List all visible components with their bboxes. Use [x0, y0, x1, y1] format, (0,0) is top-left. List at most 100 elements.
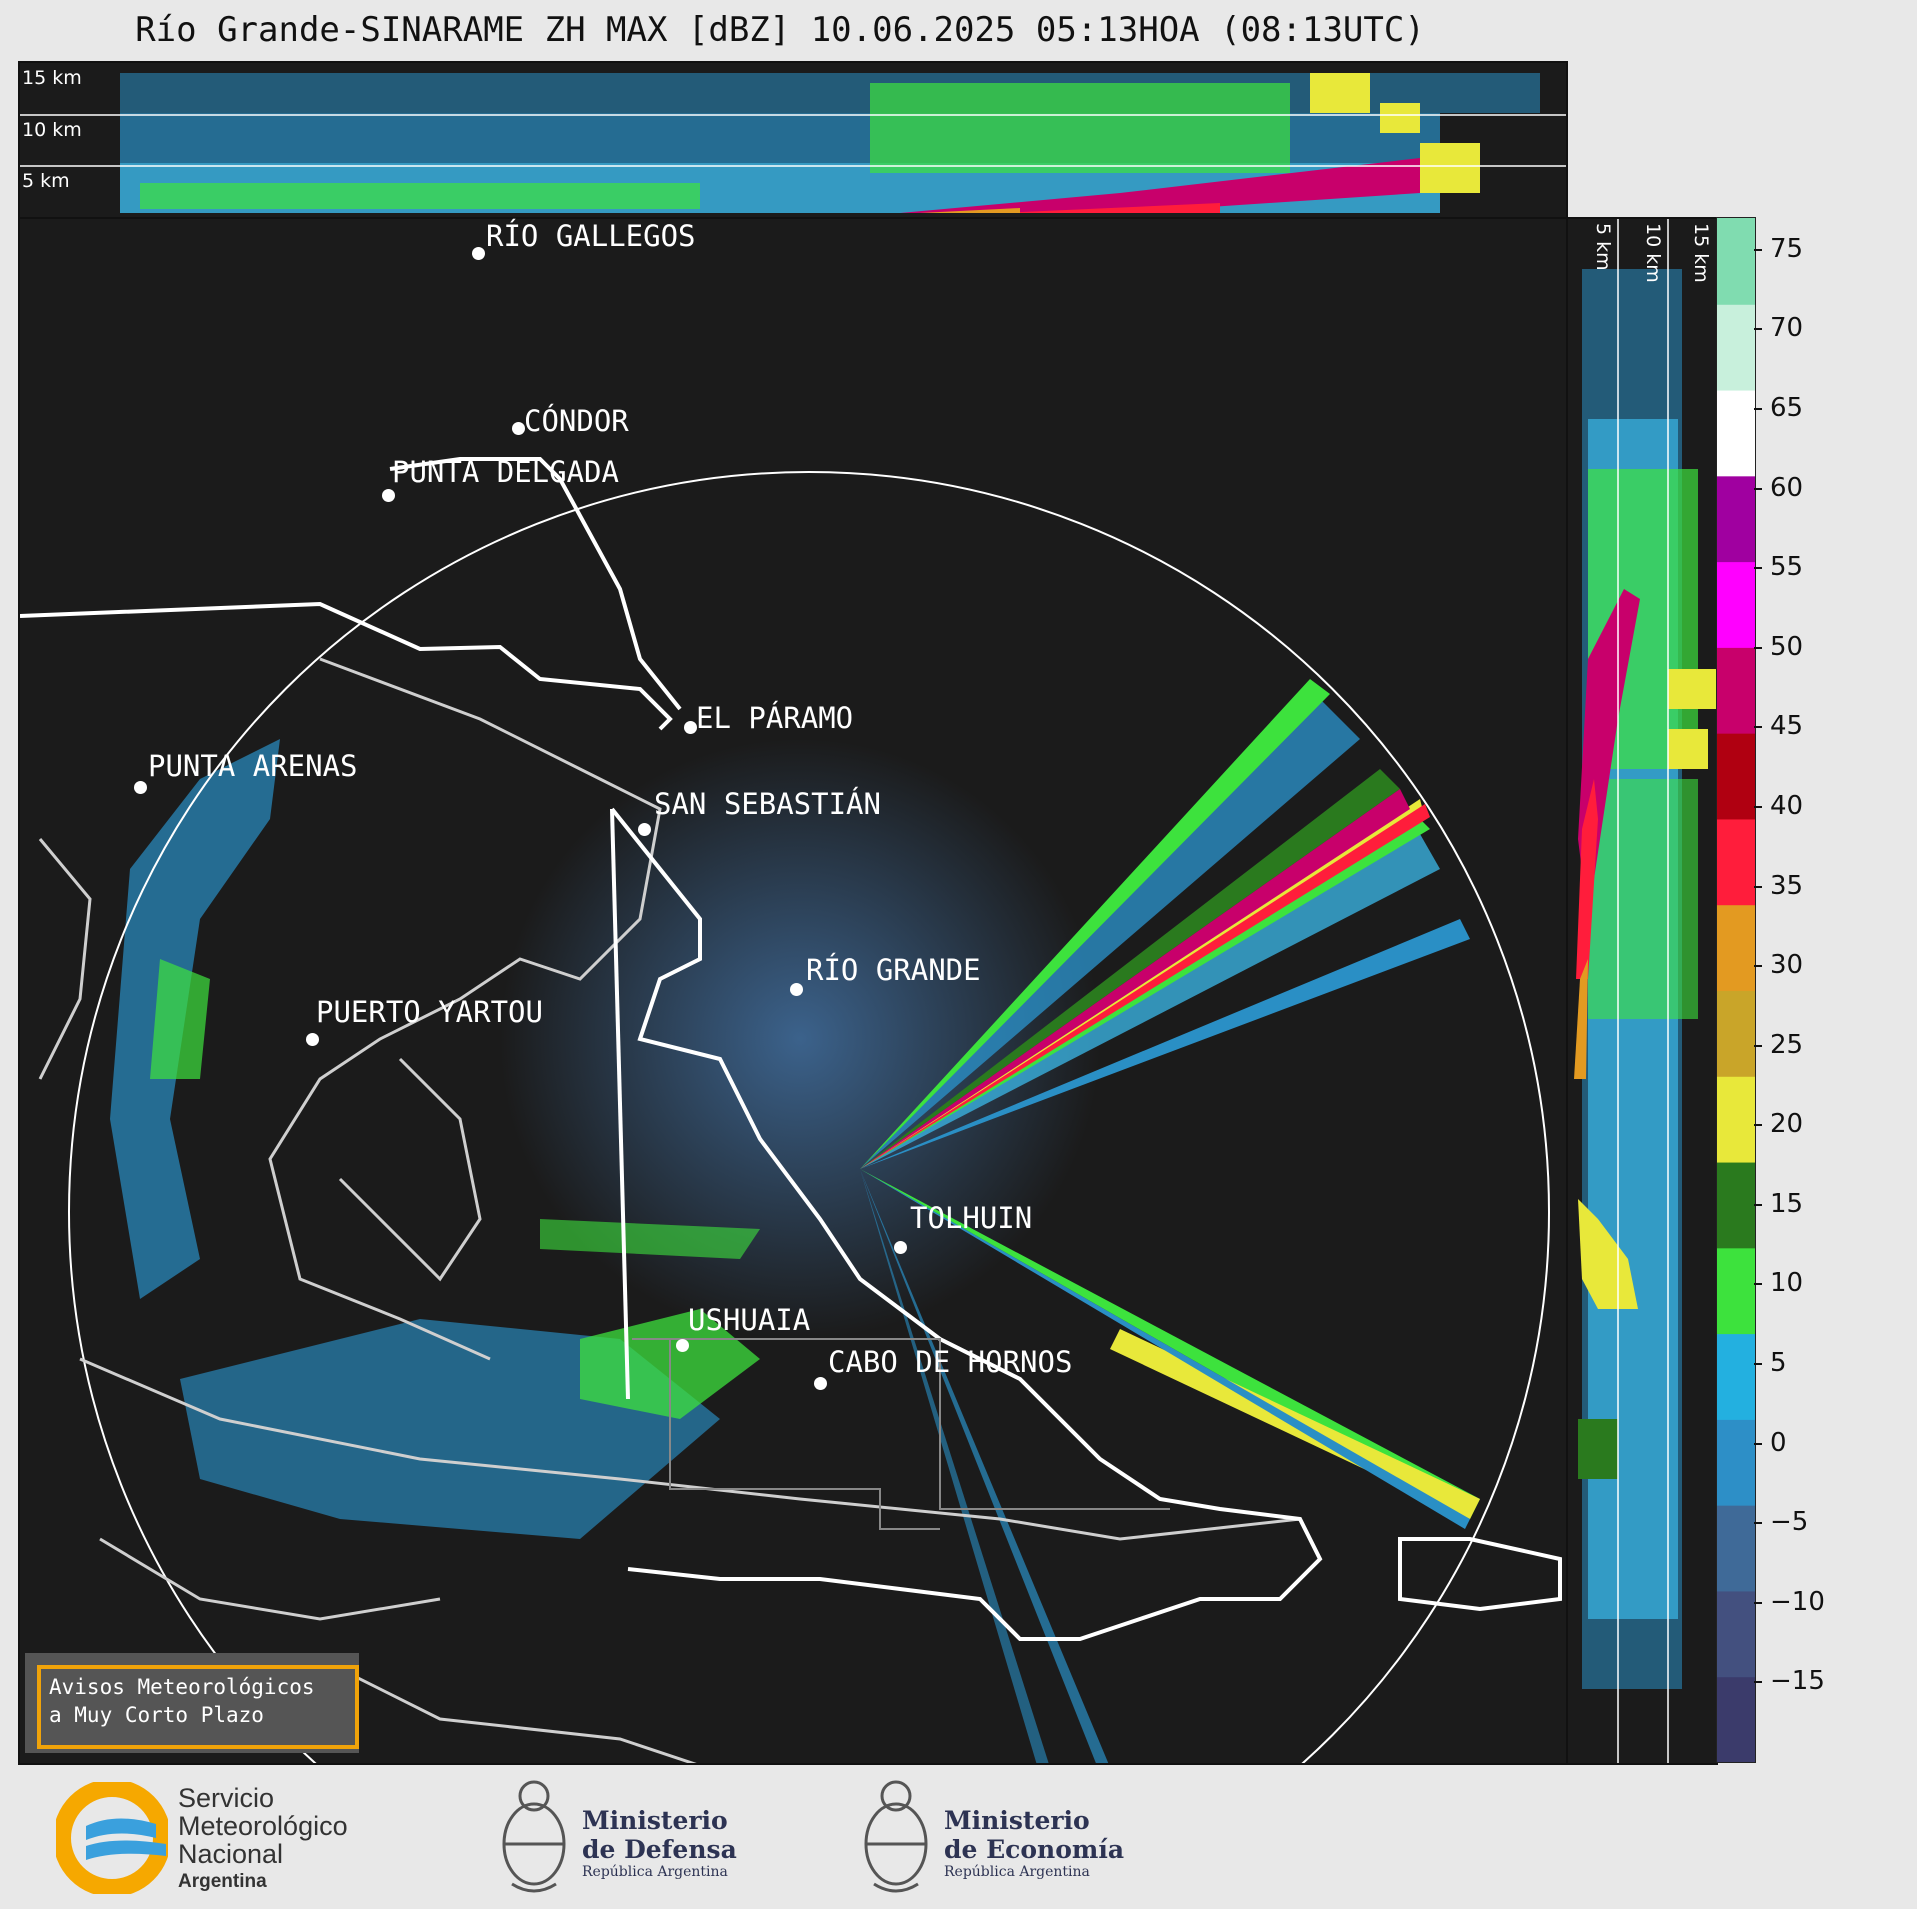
- economia-line-1: Ministerio: [944, 1806, 1090, 1835]
- smn-line-3: Nacional: [178, 1839, 284, 1869]
- colorbar-segment: [1717, 1333, 1755, 1420]
- height-label-10km: 10 km: [1642, 223, 1664, 283]
- colorbar-tick: 15: [1753, 1189, 1803, 1219]
- coat-of-arms-icon: [502, 1780, 566, 1893]
- colorbar-segment: [1717, 218, 1755, 305]
- colorbar-segment: [1717, 1590, 1755, 1678]
- defensa-text: Ministerio de Defensa República Argentin…: [582, 1806, 737, 1880]
- colorbar-segment: [1717, 561, 1755, 648]
- city-label: CABO DE HORNOS: [828, 1345, 1073, 1379]
- colorbar-segment: [1717, 818, 1755, 906]
- colorbar-tick: 55: [1753, 552, 1803, 582]
- city-punta-delgada: PUNTA DELGADA: [382, 455, 619, 502]
- se-echo-streak: [860, 1169, 1480, 1763]
- colorbar-tick: 0: [1754, 1428, 1787, 1458]
- colorbar-tick: 70: [1753, 313, 1803, 343]
- colorbar-tick: 50: [1753, 632, 1803, 662]
- height-label-15km: 15 km: [1690, 223, 1712, 283]
- city-el-paramo: EL PÁRAMO: [684, 701, 854, 735]
- defensa-line-2: de Defensa: [582, 1835, 737, 1864]
- colorbar-segment: [1717, 1504, 1755, 1592]
- smn-text: Servicio Meteorológico Nacional Argentin…: [178, 1784, 348, 1896]
- top-cross-section-panel: 15 km 10 km 5 km: [18, 61, 1568, 219]
- city-label: CÓNDOR: [524, 404, 629, 438]
- city-label: TOLHUIN: [910, 1201, 1033, 1235]
- economia-text: Ministerio de Economía República Argenti…: [944, 1806, 1124, 1880]
- colorbar-segment: [1717, 1418, 1755, 1506]
- city-cabo-de-hornos: CABO DE HORNOS: [814, 1345, 1073, 1390]
- province-lines: [632, 1338, 1170, 1530]
- coat-of-arms-icon: [864, 1780, 928, 1893]
- city-tolhuin: TOLHUIN: [894, 1201, 1033, 1254]
- avisos-box: Avisos Meteorológicos a Muy Corto Plazo: [37, 1665, 359, 1749]
- colorbar-segment: [1717, 646, 1755, 734]
- colorbar-tick: 45: [1753, 711, 1803, 741]
- height-label-15km: 15 km: [22, 67, 82, 89]
- colorbar-tick: 35: [1753, 871, 1803, 901]
- city-label: RÍO GRANDE: [806, 953, 981, 987]
- height-label-5km: 5 km: [1592, 223, 1614, 271]
- city-label: PUERTO YARTOU: [316, 995, 543, 1029]
- city-label: SAN SEBASTIÁN: [654, 787, 881, 821]
- colorbar-segment: [1717, 303, 1755, 391]
- economia-line-2: de Economía: [944, 1835, 1125, 1864]
- city-label: PUNTA DELGADA: [392, 455, 619, 489]
- colorbar-tick: 75: [1753, 234, 1803, 264]
- ne-echo-streaks: [860, 679, 1470, 1169]
- colorbar-segment: [1717, 1247, 1755, 1335]
- colorbar-tick: 10: [1753, 1268, 1803, 1298]
- avisos-badge[interactable]: Avisos Meteorológicos a Muy Corto Plazo: [25, 1653, 359, 1753]
- height-label-5km: 5 km: [22, 170, 70, 192]
- smn-line-2: Meteorológico: [178, 1811, 348, 1841]
- colorbar-segment: [1717, 1676, 1755, 1762]
- city-puerto-yartou: PUERTO YARTOU: [306, 995, 543, 1046]
- city-rio-gallegos: RÍO GALLEGOS: [472, 219, 696, 260]
- colorbar-tick: 60: [1753, 473, 1803, 503]
- colorbar-segment: [1717, 732, 1755, 820]
- colorbar-tick: 40: [1753, 791, 1803, 821]
- side-cross-section-panel: 5 km 10 km 15 km: [1566, 217, 1718, 1765]
- top-cross-section-echoes: [20, 73, 1566, 213]
- borders: [20, 457, 1562, 1641]
- colorbar-segment: [1717, 1161, 1755, 1249]
- city-label: USHUAIA: [688, 1303, 811, 1337]
- colorbar: [1716, 217, 1756, 1763]
- economia-line-3: República Argentina: [944, 1864, 1090, 1880]
- echo-core: [500, 739, 1100, 1339]
- radar-map-panel: RÍO GALLEGOS CÓNDOR PUNTA DELGADA EL PÁR…: [18, 217, 1568, 1765]
- city-san-sebastian: SAN SEBASTIÁN: [638, 787, 881, 836]
- avisos-line-2: a Muy Corto Plazo: [49, 1703, 264, 1727]
- smn-line-1: Servicio: [178, 1783, 275, 1813]
- colorbar-tick: 5: [1754, 1348, 1787, 1378]
- city-condor: CÓNDOR: [512, 404, 629, 438]
- colorbar-segment: [1717, 475, 1755, 563]
- colorbar-tick: 20: [1753, 1109, 1803, 1139]
- radar-map: [20, 457, 1562, 1763]
- smn-logo-icon: [56, 1782, 168, 1894]
- city-punta-arenas: PUNTA ARENAS: [134, 749, 358, 794]
- colorbar-segment: [1717, 990, 1755, 1077]
- defensa-line-3: República Argentina: [582, 1864, 728, 1880]
- defensa-line-1: Ministerio: [582, 1806, 728, 1835]
- colorbar-segment: [1717, 1075, 1755, 1163]
- city-label: EL PÁRAMO: [696, 701, 854, 735]
- colorbar-segment: [1717, 904, 1755, 991]
- colorbar-tick: 30: [1753, 950, 1803, 980]
- colorbar-tick: −15: [1754, 1666, 1825, 1696]
- colorbar-tick: 65: [1753, 393, 1803, 423]
- chart-title: Río Grande-SINARAME ZH MAX [dBZ] 10.06.2…: [135, 10, 1425, 50]
- colorbar-tick: −10: [1754, 1587, 1825, 1617]
- city-ushuaia: USHUAIA: [676, 1303, 811, 1352]
- city-label: PUNTA ARENAS: [148, 749, 358, 783]
- city-label: RÍO GALLEGOS: [486, 219, 696, 253]
- avisos-line-1: Avisos Meteorológicos: [49, 1675, 315, 1699]
- height-label-10km: 10 km: [22, 119, 82, 141]
- side-cross-section-echoes: [1574, 219, 1716, 1763]
- colorbar-tick: −5: [1753, 1507, 1808, 1537]
- range-ring: [68, 471, 1550, 1763]
- colorbar-segment: [1717, 389, 1755, 477]
- city-rio-grande: RÍO GRANDE: [790, 953, 981, 996]
- colorbar-tick: 25: [1753, 1030, 1803, 1060]
- smn-line-4: Argentina: [178, 1871, 267, 1892]
- smn-logo: [56, 1782, 168, 1894]
